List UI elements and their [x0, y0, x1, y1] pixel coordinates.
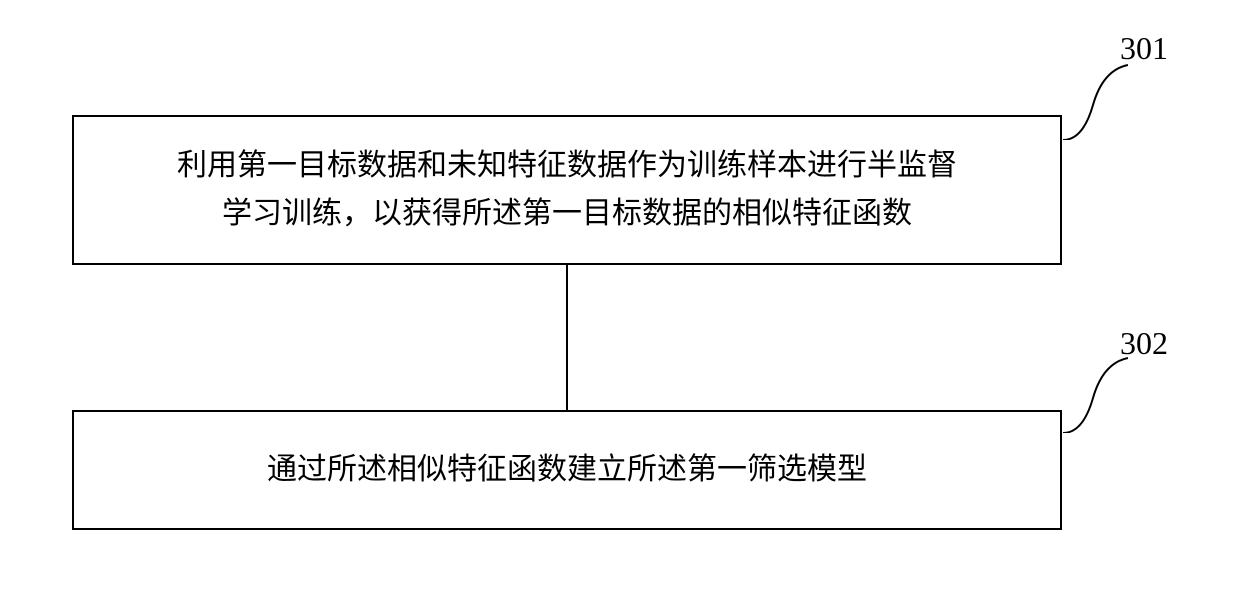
node-301-text: 利用第一目标数据和未知特征数据作为训练样本进行半监督 学习训练，以获得所述第一目… — [177, 142, 957, 238]
callout-curve-icon-301 — [1063, 55, 1128, 140]
node-302-text-line1: 通过所述相似特征函数建立所述第一筛选模型 — [267, 453, 867, 486]
node-301-text-line1: 利用第一目标数据和未知特征数据作为训练样本进行半监督 — [177, 149, 957, 182]
callout-curve-icon-302 — [1063, 348, 1128, 433]
node-302-text: 通过所述相似特征函数建立所述第一筛选模型 — [267, 446, 867, 494]
connector-301-302 — [566, 265, 568, 410]
flowchart-node-301: 利用第一目标数据和未知特征数据作为训练样本进行半监督 学习训练，以获得所述第一目… — [72, 115, 1062, 265]
flowchart-node-302: 通过所述相似特征函数建立所述第一筛选模型 — [72, 410, 1062, 530]
node-301-text-line2: 学习训练，以获得所述第一目标数据的相似特征函数 — [222, 197, 912, 230]
